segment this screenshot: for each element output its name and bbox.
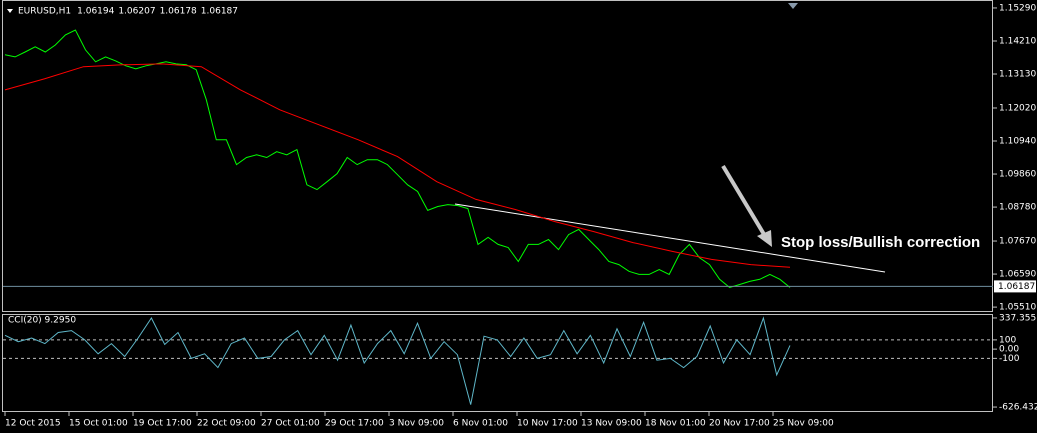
x-tick-label: 22 Oct 09:00 [197,419,256,429]
y-tick-label: 100 [999,335,1016,345]
menu-arrow[interactable] [7,9,13,13]
y-tick-label: 1.09860 [999,170,1036,180]
y-tick-label: 1.15290 [999,3,1036,13]
x-tick-label: 12 Oct 2015 [5,419,61,429]
y-tick-label: 1.07670 [999,237,1036,247]
current-price-box [994,280,1036,293]
x-tick-label: 13 Nov 09:00 [581,419,642,429]
current-price-label: 1.06187 [998,282,1035,292]
price-line [4,63,791,268]
x-tick-label: 25 Nov 09:00 [773,419,834,429]
x-tick-label: 15 Oct 01:00 [69,419,128,429]
y-tick-label: 1.10940 [999,137,1036,147]
shift-marker [788,3,798,9]
annotation: Stop loss/Bullish correction [781,234,980,251]
ohlc-value: 1.06187 [201,7,238,17]
arrow-shaft [721,164,767,238]
y-tick-label: 1.14210 [999,36,1036,46]
y-tick-label: -100 [999,354,1020,364]
price-line [4,316,791,405]
arrow-head [757,230,772,247]
x-tick-label: 20 Nov 17:00 [709,419,770,429]
ohlc-value: 1.06207 [118,7,155,17]
x-tick-label: 3 Nov 09:00 [389,419,444,429]
x-tick-label: 6 Nov 01:00 [453,419,508,429]
ohlc-value: 1.06194 [77,7,114,17]
y-tick-label: 1.13130 [999,70,1036,80]
cci-panel-frame [2,314,993,412]
y-tick-label: 1.08780 [999,203,1036,213]
symbol-title: EURUSD,H1 [18,7,71,17]
trend-line [454,203,886,273]
price-panel-frame [2,0,993,312]
x-tick-label: 19 Oct 17:00 [133,419,192,429]
x-tick-label: 29 Oct 17:00 [325,419,384,429]
x-tick-label: 18 Nov 01:00 [645,419,706,429]
y-tick-label: 0.00 [999,345,1019,355]
ohlc-value: 1.06178 [160,7,197,17]
y-tick-label: -626.4323 [999,403,1037,413]
y-tick-label: 1.05510 [999,303,1036,313]
y-tick-label: 1.06590 [999,270,1036,280]
indicator-title: CCI(20) 9.2950 [8,316,76,326]
price-line [4,29,791,289]
x-tick-label: 27 Oct 01:00 [261,419,320,429]
x-tick-label: 10 Nov 17:00 [517,419,578,429]
y-tick-label: 1.12020 [999,103,1036,113]
